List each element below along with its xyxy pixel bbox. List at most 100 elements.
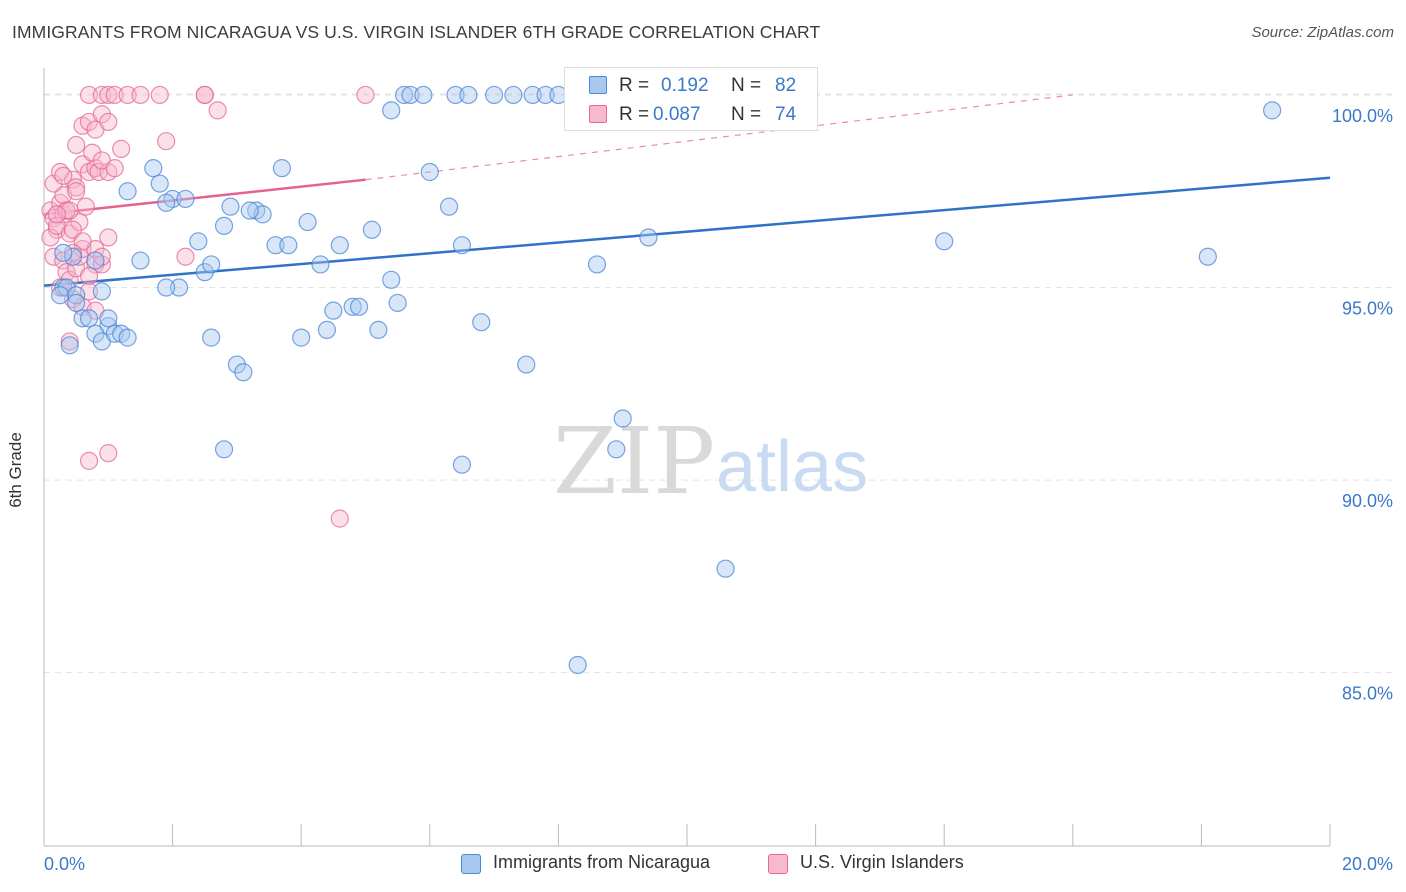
- point-virgin-islanders: [208, 101, 227, 120]
- point-virgin-islanders: [150, 85, 169, 105]
- point-nicaragua: [472, 313, 491, 332]
- point-nicaragua: [157, 278, 176, 297]
- point-nicaragua: [1263, 101, 1282, 120]
- point-virgin-islanders: [67, 135, 86, 155]
- point-nicaragua: [716, 559, 735, 578]
- legend-row-virgin-islanders: R = 0.087 N = 74: [565, 101, 817, 131]
- point-nicaragua: [298, 212, 317, 232]
- point-nicaragua: [613, 409, 632, 428]
- n-value: 82: [775, 75, 797, 96]
- point-nicaragua: [54, 243, 73, 262]
- point-nicaragua: [414, 85, 433, 105]
- point-virgin-islanders: [79, 266, 99, 286]
- watermark-zip: ZIP: [553, 408, 715, 515]
- point-nicaragua: [67, 293, 86, 313]
- r-value: 0.087: [653, 104, 701, 125]
- point-nicaragua: [459, 85, 478, 105]
- point-nicaragua: [607, 440, 626, 459]
- point-virgin-islanders: [44, 174, 63, 193]
- point-nicaragua: [118, 328, 137, 347]
- point-nicaragua: [446, 85, 465, 105]
- point-nicaragua: [369, 320, 388, 340]
- point-nicaragua: [60, 336, 79, 355]
- point-nicaragua: [63, 247, 83, 266]
- y-tick-label: 85.0%: [1342, 684, 1393, 704]
- trend-lines: [43, 94, 1331, 287]
- point-virgin-islanders: [99, 228, 118, 247]
- legend-swatch-blue: [461, 854, 481, 874]
- trend-line-virgin-islanders-extension: [365, 94, 1073, 181]
- point-nicaragua: [362, 220, 382, 239]
- x-tick-label-min: 0.0%: [44, 854, 85, 874]
- point-virgin-islanders: [356, 85, 375, 105]
- point-nicaragua: [240, 201, 259, 220]
- point-nicaragua: [1198, 247, 1217, 266]
- n-value: 74: [775, 104, 797, 125]
- point-virgin-islanders: [41, 228, 60, 247]
- point-nicaragua: [452, 455, 472, 474]
- y-axis-label: 6th Grade: [6, 432, 25, 508]
- point-nicaragua: [214, 440, 234, 459]
- point-nicaragua: [176, 189, 195, 209]
- point-virgin-islanders: [99, 112, 118, 132]
- point-nicaragua: [86, 251, 105, 270]
- point-nicaragua: [169, 278, 189, 297]
- data-points: [41, 85, 1282, 675]
- point-nicaragua: [349, 297, 369, 316]
- point-nicaragua: [452, 236, 472, 255]
- point-nicaragua: [118, 182, 137, 201]
- point-nicaragua: [67, 286, 86, 305]
- point-nicaragua: [394, 85, 414, 105]
- point-nicaragua: [639, 228, 658, 247]
- point-nicaragua: [131, 251, 150, 270]
- point-nicaragua: [214, 216, 234, 236]
- watermark-atlas: atlas: [716, 427, 868, 507]
- point-virgin-islanders: [131, 85, 150, 105]
- point-nicaragua: [272, 159, 292, 178]
- point-nicaragua: [317, 320, 337, 340]
- point-virgin-islanders: [195, 85, 214, 105]
- point-virgin-islanders: [73, 239, 92, 259]
- point-nicaragua: [935, 232, 954, 251]
- legend-label: Immigrants from Nicaragua: [493, 852, 711, 872]
- point-nicaragua: [439, 197, 459, 216]
- point-nicaragua: [536, 85, 555, 105]
- point-nicaragua: [568, 655, 587, 675]
- point-nicaragua: [324, 301, 343, 320]
- x-tick-label-max: 20.0%: [1342, 854, 1393, 874]
- point-nicaragua: [202, 255, 221, 274]
- point-nicaragua: [485, 85, 504, 105]
- trend-line-nicaragua: [43, 176, 1331, 287]
- legend-swatch-pink: [768, 854, 788, 874]
- point-virgin-islanders: [157, 132, 176, 151]
- point-nicaragua: [202, 328, 221, 347]
- point-virgin-islanders: [330, 509, 349, 528]
- point-nicaragua: [523, 85, 542, 105]
- point-nicaragua: [92, 282, 111, 301]
- point-nicaragua: [330, 236, 349, 255]
- source-label: Source: ZipAtlas.com: [1251, 24, 1394, 41]
- point-nicaragua: [292, 328, 311, 347]
- legend-swatch-pink: [589, 105, 607, 123]
- point-nicaragua: [144, 159, 163, 178]
- y-tick-label: 90.0%: [1342, 491, 1393, 511]
- point-virgin-islanders: [105, 85, 124, 105]
- chart-title: IMMIGRANTS FROM NICARAGUA VS U.S. VIRGIN…: [12, 22, 821, 42]
- axes: [43, 68, 1331, 847]
- point-virgin-islanders: [99, 85, 118, 105]
- n-label: N =: [731, 104, 762, 125]
- point-nicaragua: [587, 255, 607, 274]
- point-virgin-islanders: [67, 182, 86, 201]
- legend-label: U.S. Virgin Islanders: [800, 852, 964, 872]
- point-nicaragua: [382, 101, 401, 120]
- y-tick-label: 95.0%: [1342, 299, 1393, 319]
- point-virgin-islanders: [176, 247, 195, 266]
- y-tick-label: 100.0%: [1332, 106, 1393, 126]
- point-virgin-islanders: [54, 166, 73, 185]
- point-nicaragua: [189, 232, 208, 251]
- point-nicaragua: [79, 309, 99, 328]
- point-virgin-islanders: [44, 247, 63, 266]
- x-tick-labels: 0.0% 20.0%: [44, 854, 1393, 874]
- point-nicaragua: [157, 193, 176, 212]
